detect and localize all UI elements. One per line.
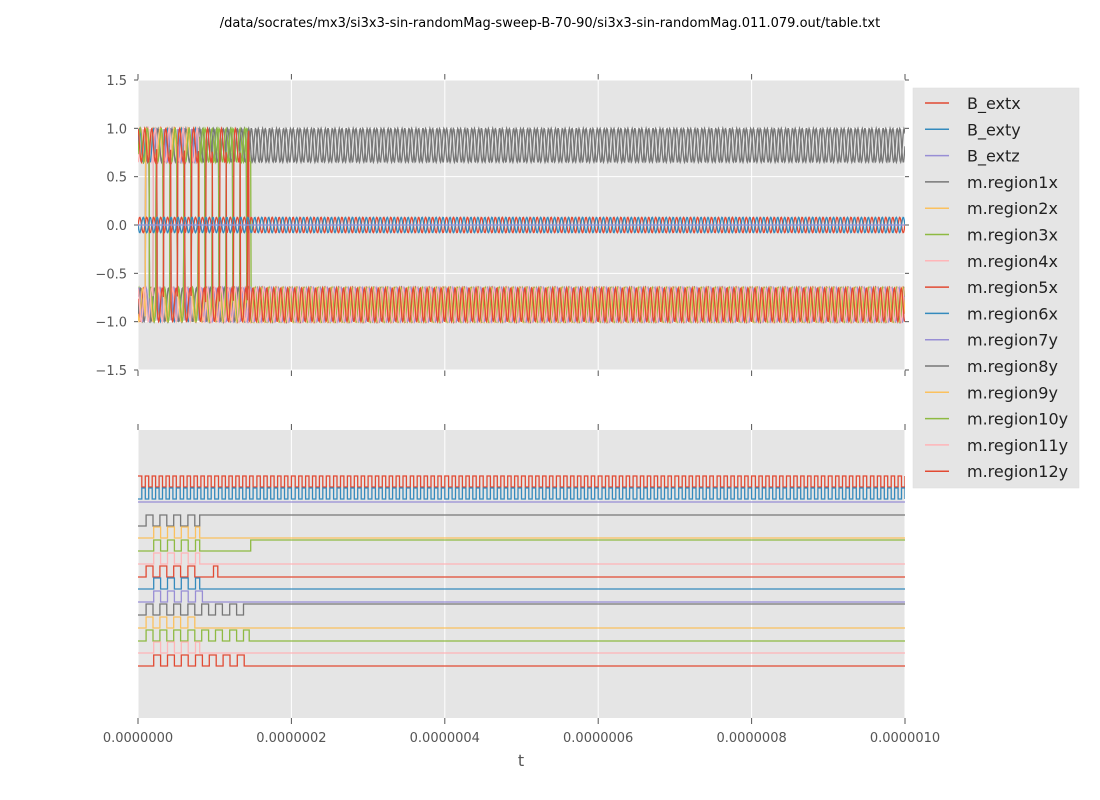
legend-label: B_extx xyxy=(967,94,1021,114)
trace-m-region11y xyxy=(138,641,905,654)
legend-label: m.region10y xyxy=(967,410,1068,429)
bottom-series-group xyxy=(138,475,905,667)
legend-label: m.region6x xyxy=(967,304,1058,323)
top-series-group xyxy=(138,125,905,325)
trace-m-region9y xyxy=(138,616,905,629)
legend: B_extx B_exty B_extz m.region1x m.region2x m.… xyxy=(912,87,1080,489)
bottom-axes: 0.0000000 0.0000002 0.0000004 0.0000006 0.00… xyxy=(103,424,940,746)
legend-label: m.region2x xyxy=(967,199,1058,218)
trace-B_exty xyxy=(138,487,905,500)
trace-m-region3x xyxy=(138,539,905,552)
trace-m-region4x xyxy=(138,552,905,565)
x-tick-label: 0.0000010 xyxy=(870,731,940,746)
series-line-m-region12y xyxy=(138,126,905,324)
x-tick-label: 0.0000000 xyxy=(103,731,173,746)
x-tick-label: 0.0000002 xyxy=(256,731,326,746)
y-tick-label: −1.0 xyxy=(95,316,127,331)
legend-label: B_exty xyxy=(967,120,1021,140)
x-tick-label: 0.0000008 xyxy=(716,731,786,746)
trace-m-region6x xyxy=(138,577,905,590)
legend-label: m.region11y xyxy=(967,436,1068,455)
x-tick-label: 0.0000006 xyxy=(563,731,633,746)
legend-label: m.region12y xyxy=(967,462,1068,481)
legend-label: m.region8y xyxy=(967,357,1058,376)
y-tick-label: 0.5 xyxy=(106,171,127,186)
chart-title: /data/socrates/mx3/si3x3-sin-randomMag-s… xyxy=(220,16,880,31)
legend-label: m.region7y xyxy=(967,331,1058,350)
legend-label: m.region5x xyxy=(967,278,1058,297)
y-tick-label: 1.5 xyxy=(106,74,127,89)
x-tick-label: 0.0000004 xyxy=(410,731,480,746)
trace-m-region8y xyxy=(138,603,905,616)
legend-label: m.region3x xyxy=(967,226,1058,245)
top-axes: −1.5 −1.0 −0.5 0.0 0.5 1.0 1.5 xyxy=(95,74,909,379)
trace-m-region1x xyxy=(138,514,905,527)
plot-area-bottom xyxy=(138,430,905,718)
y-tick-label: −1.5 xyxy=(95,364,127,379)
x-axis-label: t xyxy=(518,751,524,770)
trace-m-region5x xyxy=(138,565,905,578)
trace-m-region12y xyxy=(138,654,905,667)
y-tick-label: 1.0 xyxy=(106,122,127,137)
series-line-m-region11y xyxy=(138,125,905,325)
trace-m-region7y xyxy=(138,590,905,603)
legend-label: m.region9y xyxy=(967,383,1058,402)
trace-m-region2x xyxy=(138,526,905,539)
y-tick-label: 0.0 xyxy=(106,219,127,234)
legend-label: B_extz xyxy=(967,147,1020,167)
y-tick-label: −0.5 xyxy=(95,267,127,282)
legend-label: m.region1x xyxy=(967,173,1058,192)
series-line-m-region8y xyxy=(138,125,905,324)
trace-B_extx xyxy=(138,475,905,488)
trace-m-region10y xyxy=(138,629,905,642)
legend-label: m.region4x xyxy=(967,252,1058,271)
series-line-m-region1x xyxy=(138,126,905,324)
legend-box xyxy=(912,87,1080,489)
